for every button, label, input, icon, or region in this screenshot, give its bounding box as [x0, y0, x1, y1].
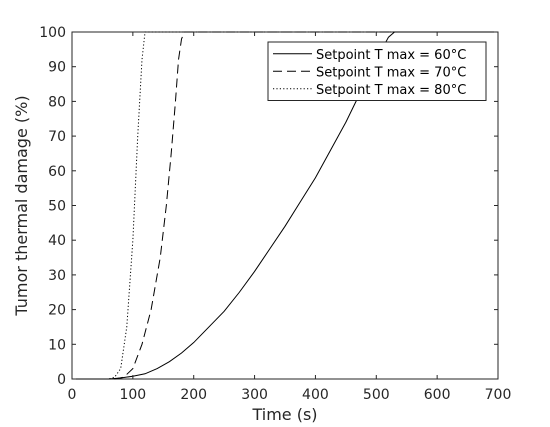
y-tick-label: 20: [48, 303, 66, 319]
y-axis-label: Tumor thermal damage (%): [12, 95, 31, 316]
y-tick-label: 40: [48, 233, 66, 249]
y-tick-label: 90: [48, 60, 66, 76]
y-tick-label: 60: [48, 164, 66, 180]
x-tick-label: 300: [241, 387, 268, 403]
x-tick-label: 700: [485, 387, 512, 403]
y-tick-label: 50: [48, 199, 66, 215]
y-tick-label: 80: [48, 94, 66, 110]
ticks-layer: 0 100 200 300 400 500 600 700 0 10 20 30 40 50 60 70 80 9…: [39, 25, 511, 403]
x-tick-label: 100: [119, 387, 146, 403]
y-tick-label: 100: [39, 25, 66, 41]
x-tick-label: 500: [363, 387, 390, 403]
x-axis-label: Time (s): [251, 405, 317, 424]
x-tick-label: 0: [68, 387, 77, 403]
y-tick-label: 30: [48, 268, 66, 284]
x-tick-label: 600: [424, 387, 451, 403]
y-tick-label: 0: [57, 372, 66, 388]
x-tick-label: 400: [302, 387, 329, 403]
y-tick-label: 70: [48, 129, 66, 145]
series-line-2: [72, 31, 498, 380]
legend-label-2: Setpoint T max = 70°C: [316, 65, 466, 80]
legend-label-3: Setpoint T max = 80°C: [316, 83, 466, 98]
legend-label-1: Setpoint T max = 60°C: [316, 48, 466, 63]
x-tick-label: 200: [180, 387, 207, 403]
y-tick-label: 10: [48, 337, 66, 353]
legend: Setpoint T max = 60°C Setpoint T max = 70…: [267, 41, 487, 101]
